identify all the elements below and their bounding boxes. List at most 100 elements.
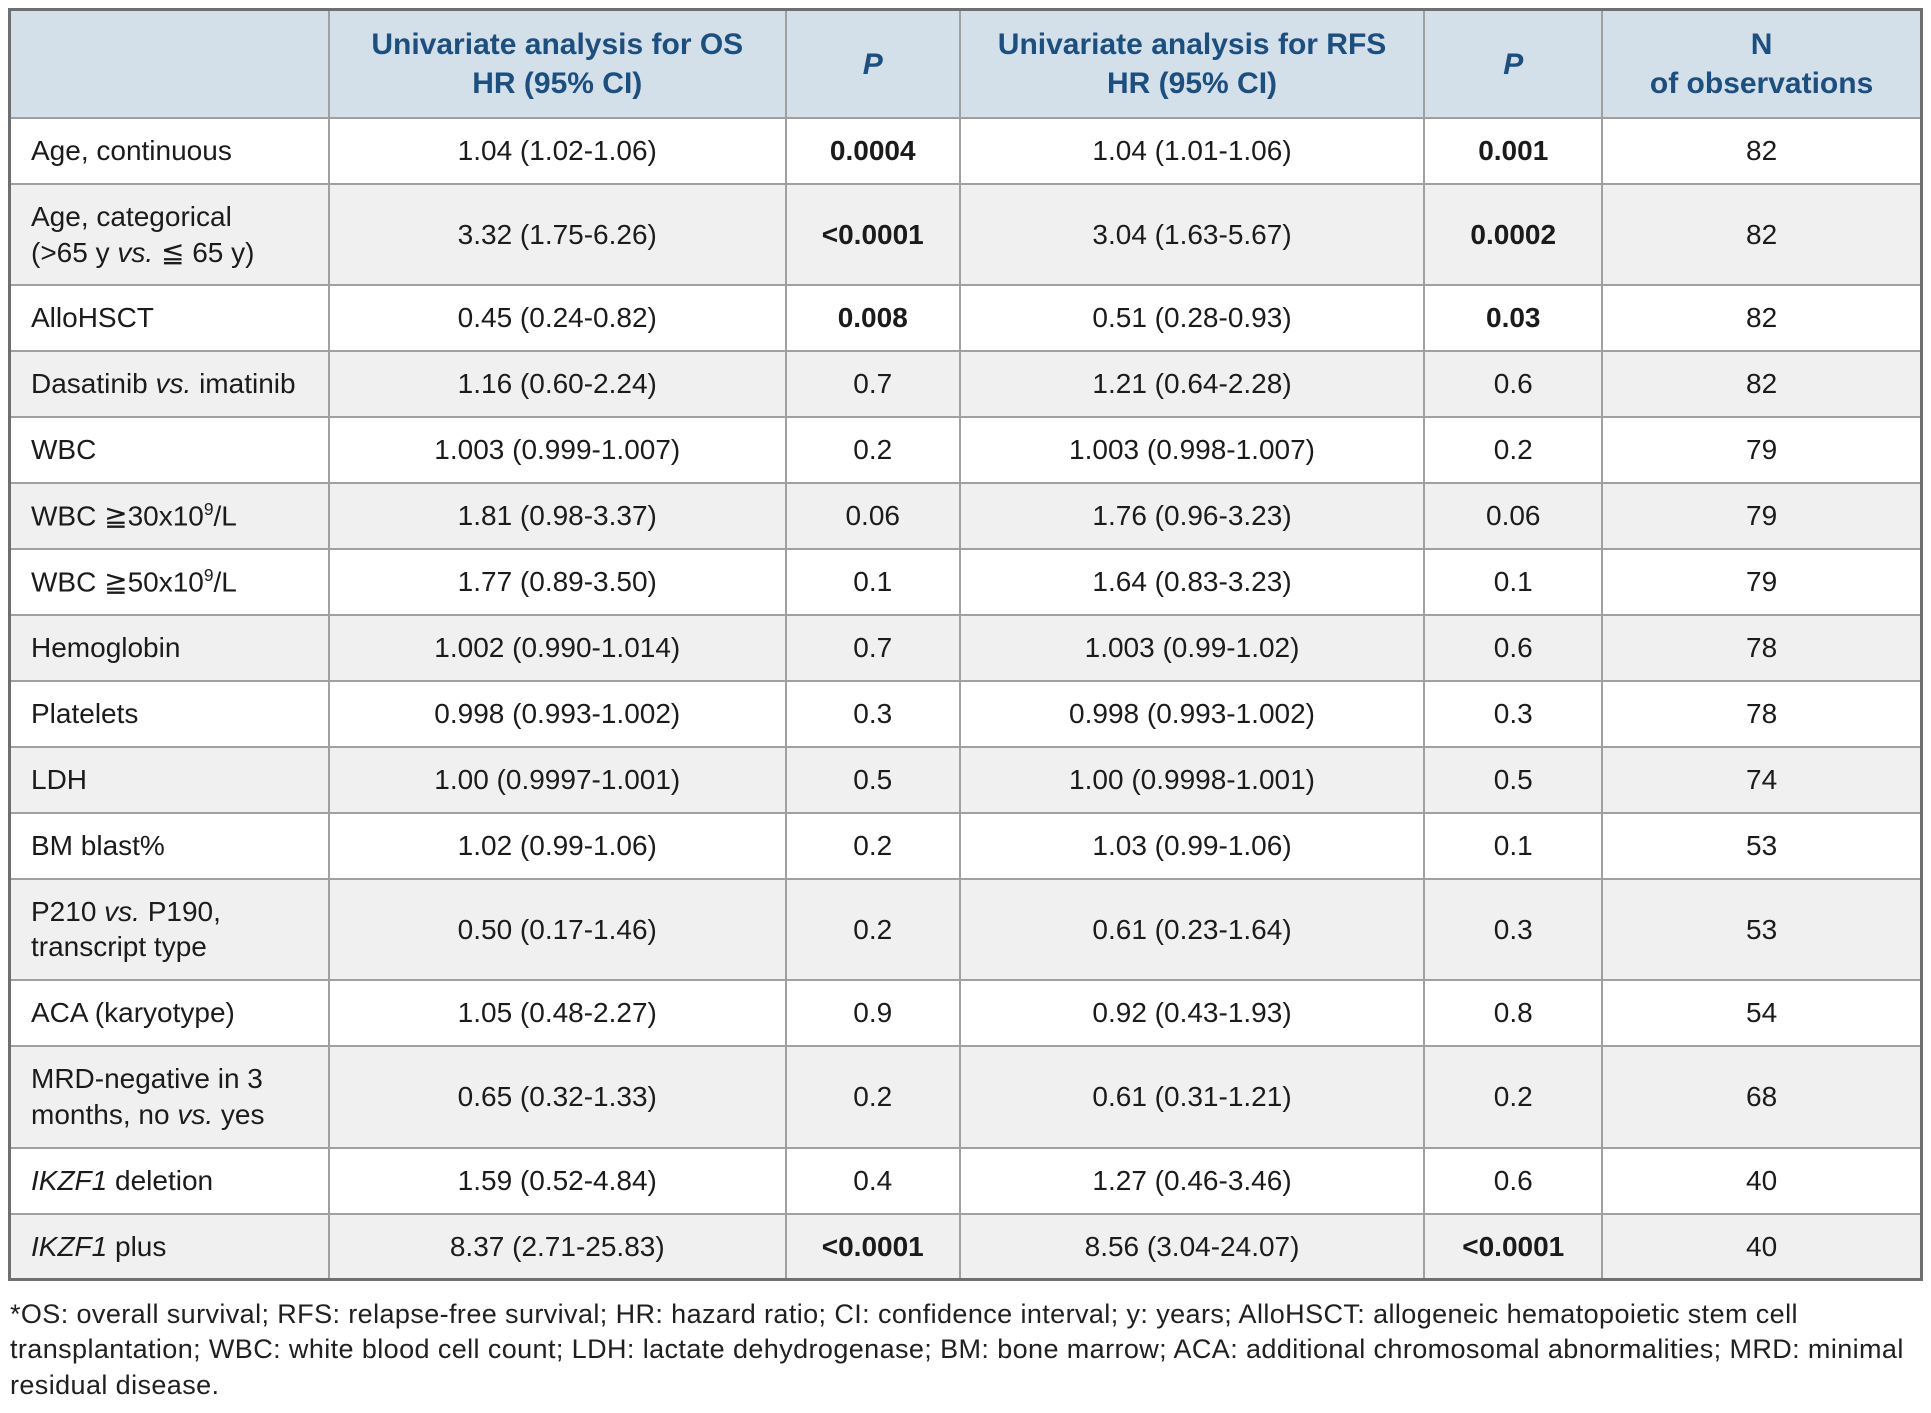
n-observations-value: 40 bbox=[1601, 1212, 1923, 1281]
table-row: MRD-negative in 3 months, no vs. yes 0.65 … bbox=[8, 1045, 1923, 1149]
table-row: Hemoglobin 1.002 (0.990-1.014) 0.7 1.003 (0… bbox=[8, 614, 1923, 683]
header-os-p: P bbox=[784, 8, 961, 119]
rfs-p-value: 0.001 bbox=[1423, 117, 1604, 185]
rfs-p-value: 0.3 bbox=[1423, 877, 1604, 982]
os-p-value: 0.06 bbox=[784, 481, 961, 551]
os-hr-value: 1.81 (0.98-3.37) bbox=[327, 481, 787, 551]
os-p-value: 0.1 bbox=[784, 548, 961, 617]
os-hr-value: 1.77 (0.89-3.50) bbox=[327, 548, 787, 617]
row-variable-label: Age, continuous bbox=[8, 117, 330, 185]
os-p-value: 0.0004 bbox=[784, 117, 961, 185]
rfs-p-value: 0.3 bbox=[1423, 680, 1604, 748]
rfs-hr-value: 0.61 (0.23-1.64) bbox=[958, 877, 1426, 982]
table-row: Platelets 0.998 (0.993-1.002) 0.3 0.998 (0.… bbox=[8, 680, 1923, 748]
n-observations-value: 82 bbox=[1601, 182, 1923, 287]
n-observations-value: 74 bbox=[1601, 745, 1923, 814]
n-observations-value: 82 bbox=[1601, 117, 1923, 185]
rfs-hr-value: 0.61 (0.31-1.21) bbox=[958, 1045, 1426, 1149]
n-observations-value: 82 bbox=[1601, 350, 1923, 419]
rfs-hr-value: 1.04 (1.01-1.06) bbox=[958, 117, 1426, 185]
rfs-hr-value: 1.64 (0.83-3.23) bbox=[958, 548, 1426, 617]
rfs-p-value: 0.2 bbox=[1423, 1045, 1604, 1149]
table-row: ACA (karyotype) 1.05 (0.48-2.27) 0.9 0.92 (… bbox=[8, 979, 1923, 1048]
row-variable-label: Hemoglobin bbox=[8, 614, 330, 683]
os-p-value: <0.0001 bbox=[784, 1212, 961, 1281]
rfs-hr-value: 8.56 (3.04-24.07) bbox=[958, 1212, 1426, 1281]
rfs-hr-value: 1.00 (0.9998-1.001) bbox=[958, 745, 1426, 814]
os-hr-value: 0.65 (0.32-1.33) bbox=[327, 1045, 787, 1149]
os-p-value: 0.9 bbox=[784, 979, 961, 1048]
os-hr-value: 1.02 (0.99-1.06) bbox=[327, 811, 787, 880]
table-row: WBC ≧50x109/L 1.77 (0.89-3.50) 0.1 1.64 (0.… bbox=[8, 548, 1923, 617]
header-variable bbox=[8, 8, 330, 119]
os-p-value: 0.7 bbox=[784, 614, 961, 683]
rfs-hr-value: 0.92 (0.43-1.93) bbox=[958, 979, 1426, 1048]
n-observations-value: 40 bbox=[1601, 1146, 1923, 1215]
row-variable-label: LDH bbox=[8, 745, 330, 814]
os-hr-value: 3.32 (1.75-6.26) bbox=[327, 182, 787, 287]
table-row: Age, continuous 1.04 (1.02-1.06) 0.0004 1.0… bbox=[8, 117, 1923, 185]
rfs-hr-value: 3.04 (1.63-5.67) bbox=[958, 182, 1426, 287]
row-variable-label: MRD-negative in 3 months, no vs. yes bbox=[8, 1045, 330, 1149]
rfs-p-value: 0.1 bbox=[1423, 811, 1604, 880]
os-hr-value: 8.37 (2.71-25.83) bbox=[327, 1212, 787, 1281]
header-row: Univariate analysis for OS HR (95% CI) P … bbox=[8, 8, 1923, 119]
os-hr-value: 0.998 (0.993-1.002) bbox=[327, 680, 787, 748]
table-body: Age, continuous 1.04 (1.02-1.06) 0.0004 1.0… bbox=[8, 117, 1923, 1281]
n-observations-value: 79 bbox=[1601, 548, 1923, 617]
header-rfs-p: P bbox=[1423, 8, 1604, 119]
os-p-value: 0.2 bbox=[784, 1045, 961, 1149]
os-hr-value: 1.04 (1.02-1.06) bbox=[327, 117, 787, 185]
os-hr-value: 1.003 (0.999-1.007) bbox=[327, 416, 787, 484]
row-variable-label: BM blast% bbox=[8, 811, 330, 880]
rfs-hr-value: 1.003 (0.99-1.02) bbox=[958, 614, 1426, 683]
os-p-value: 0.5 bbox=[784, 745, 961, 814]
row-variable-label: ACA (karyotype) bbox=[8, 979, 330, 1048]
os-hr-value: 1.05 (0.48-2.27) bbox=[327, 979, 787, 1048]
rfs-p-value: 0.1 bbox=[1423, 548, 1604, 617]
os-hr-value: 1.002 (0.990-1.014) bbox=[327, 614, 787, 683]
table-row: WBC ≧30x109/L 1.81 (0.98-3.37) 0.06 1.76 (0… bbox=[8, 481, 1923, 551]
rfs-p-value: 0.5 bbox=[1423, 745, 1604, 814]
rfs-p-value: 0.6 bbox=[1423, 614, 1604, 683]
rfs-hr-value: 1.21 (0.64-2.28) bbox=[958, 350, 1426, 419]
rfs-p-value: 0.6 bbox=[1423, 350, 1604, 419]
table-row: P210 vs. P190, transcript type 0.50 (0.17-… bbox=[8, 877, 1923, 982]
rfs-p-value: 0.0002 bbox=[1423, 182, 1604, 287]
table-row: Age, categorical (>65 y vs. ≦ 65 y) 3.32 (… bbox=[8, 182, 1923, 287]
os-p-value: 0.2 bbox=[784, 877, 961, 982]
n-observations-value: 53 bbox=[1601, 877, 1923, 982]
header-os-hr: Univariate analysis for OS HR (95% CI) bbox=[327, 8, 787, 119]
n-observations-value: 79 bbox=[1601, 481, 1923, 551]
row-variable-label: IKZF1 plus bbox=[8, 1212, 330, 1281]
os-p-value: 0.2 bbox=[784, 416, 961, 484]
rfs-p-value: 0.03 bbox=[1423, 284, 1604, 353]
n-observations-value: 79 bbox=[1601, 416, 1923, 484]
table-row: Dasatinib vs. imatinib 1.16 (0.60-2.24) 0.… bbox=[8, 350, 1923, 419]
rfs-hr-value: 0.51 (0.28-0.93) bbox=[958, 284, 1426, 353]
rfs-p-value: <0.0001 bbox=[1423, 1212, 1604, 1281]
table-row: IKZF1 plus 8.37 (2.71-25.83) <0.0001 8.56 (… bbox=[8, 1212, 1923, 1281]
table-row: AlloHSCT 0.45 (0.24-0.82) 0.008 0.51 (0.28-… bbox=[8, 284, 1923, 353]
os-p-value: 0.2 bbox=[784, 811, 961, 880]
rfs-hr-value: 1.27 (0.46-3.46) bbox=[958, 1146, 1426, 1215]
os-p-value: <0.0001 bbox=[784, 182, 961, 287]
os-hr-value: 0.50 (0.17-1.46) bbox=[327, 877, 787, 982]
row-variable-label: Platelets bbox=[8, 680, 330, 748]
n-observations-value: 54 bbox=[1601, 979, 1923, 1048]
os-hr-value: 1.00 (0.9997-1.001) bbox=[327, 745, 787, 814]
os-hr-value: 1.59 (0.52-4.84) bbox=[327, 1146, 787, 1215]
table-row: IKZF1 deletion 1.59 (0.52-4.84) 0.4 1.27 (0… bbox=[8, 1146, 1923, 1215]
table-row: WBC 1.003 (0.999-1.007) 0.2 1.003 (0.998-1.… bbox=[8, 416, 1923, 484]
row-variable-label: P210 vs. P190, transcript type bbox=[8, 877, 330, 982]
row-variable-label: WBC ≧50x109/L bbox=[8, 548, 330, 617]
n-observations-value: 53 bbox=[1601, 811, 1923, 880]
header-rfs-hr: Univariate analysis for RFS HR (95% CI) bbox=[958, 8, 1426, 119]
row-variable-label: AlloHSCT bbox=[8, 284, 330, 353]
rfs-hr-value: 1.76 (0.96-3.23) bbox=[958, 481, 1426, 551]
os-hr-value: 0.45 (0.24-0.82) bbox=[327, 284, 787, 353]
rfs-p-value: 0.2 bbox=[1423, 416, 1604, 484]
row-variable-label: Dasatinib vs. imatinib bbox=[8, 350, 330, 419]
